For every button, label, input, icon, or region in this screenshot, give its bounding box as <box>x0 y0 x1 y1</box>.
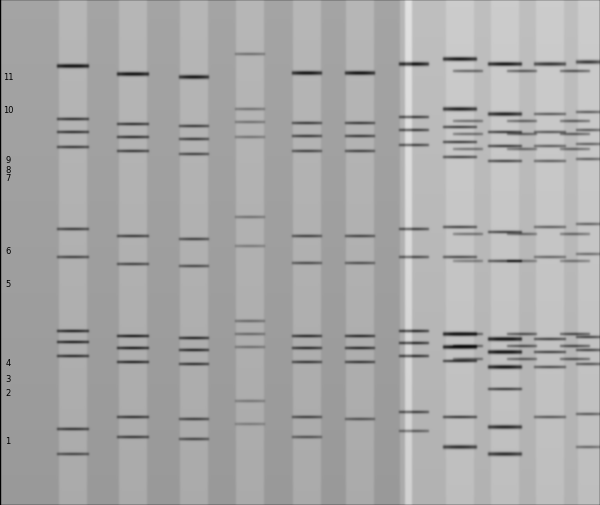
Text: 1: 1 <box>5 436 11 445</box>
Text: 8: 8 <box>5 165 11 174</box>
Text: 11: 11 <box>3 73 13 82</box>
Text: 6: 6 <box>5 247 11 256</box>
Text: 7: 7 <box>5 173 11 182</box>
Text: 3: 3 <box>5 374 11 383</box>
Text: 9: 9 <box>5 156 11 165</box>
Text: 2: 2 <box>5 388 11 397</box>
Text: 4: 4 <box>5 358 11 367</box>
Text: 10: 10 <box>3 106 13 115</box>
Text: 5: 5 <box>5 280 11 289</box>
